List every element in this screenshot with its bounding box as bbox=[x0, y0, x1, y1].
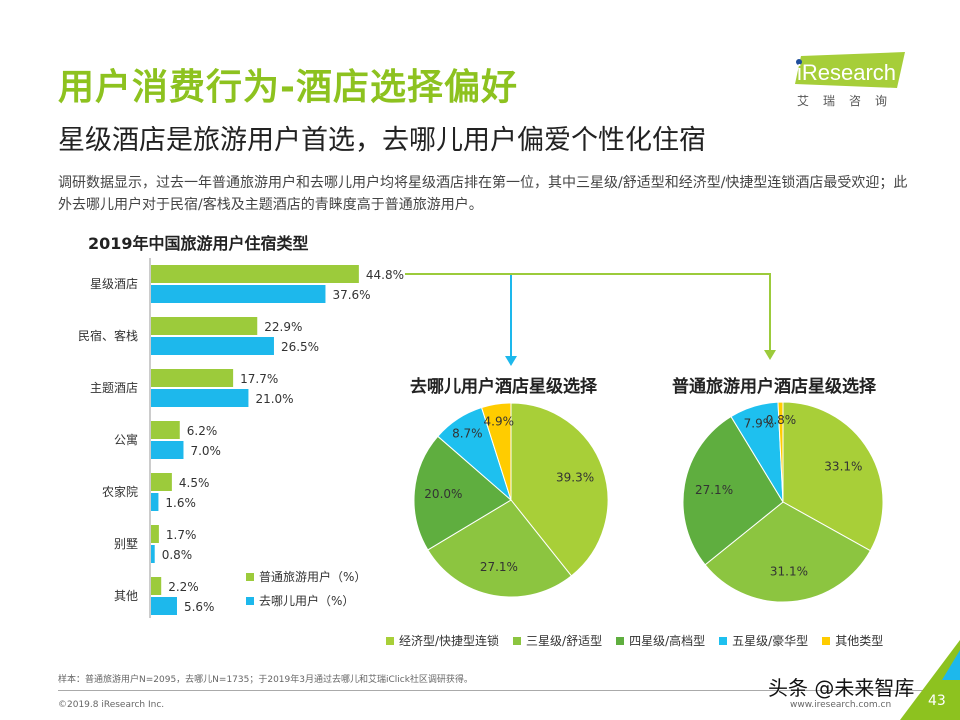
page-number: 43 bbox=[928, 693, 946, 709]
bar-value-label: 4.5% bbox=[179, 476, 210, 490]
legend-label: 五星级/豪华型 bbox=[732, 634, 809, 648]
legend-swatch bbox=[719, 636, 728, 645]
pie-slice bbox=[777, 401, 784, 503]
category-label: 其他 bbox=[114, 589, 138, 603]
legend-swatch bbox=[616, 636, 625, 645]
legend-label: 四星级/高档型 bbox=[629, 634, 706, 648]
bar bbox=[151, 493, 159, 511]
pie-slice bbox=[427, 499, 573, 598]
footnote: 样本：普通旅游用户N=2095，去哪儿N=1735；于2019年3月通过去哪儿和… bbox=[58, 675, 473, 685]
pie-value-label: 27.1% bbox=[480, 560, 518, 574]
bar-value-label: 17.7% bbox=[240, 372, 278, 386]
bar bbox=[151, 285, 326, 303]
pie-slice bbox=[682, 415, 784, 566]
pie-legend-item: 经济型/快捷型连锁 bbox=[386, 632, 499, 649]
bar-legend-item-0: 普通旅游用户（%） bbox=[246, 568, 366, 585]
legend-label: 去哪儿用户（%） bbox=[259, 594, 355, 608]
category-label: 民宿、客栈 bbox=[78, 328, 138, 343]
bar-legend-item-1: 去哪儿用户（%） bbox=[246, 592, 354, 609]
legend-label: 普通旅游用户（%） bbox=[259, 570, 367, 584]
pie1-title: 去哪儿用户酒店星级选择 bbox=[410, 377, 597, 397]
bar bbox=[151, 421, 180, 439]
logo-subtext: 艾瑞咨询 bbox=[797, 94, 902, 108]
pie-legend-item: 五星级/豪华型 bbox=[719, 632, 808, 649]
bar bbox=[151, 525, 159, 543]
legend-swatch bbox=[246, 596, 254, 605]
corner-decoration bbox=[900, 640, 960, 720]
pie-value-label: 31.1% bbox=[770, 565, 808, 579]
bar-value-label: 0.8% bbox=[162, 548, 193, 562]
bar-value-label: 1.7% bbox=[166, 528, 197, 542]
legend-swatch bbox=[386, 636, 394, 645]
legend-label: 三星级/舒适型 bbox=[526, 634, 603, 648]
bar-chart-title: 2019年中国旅游用户住宿类型 bbox=[88, 234, 309, 253]
bar-value-label: 7.0% bbox=[190, 444, 221, 458]
pie-slice bbox=[480, 402, 512, 501]
bar-value-label: 21.0% bbox=[255, 392, 293, 406]
category-label: 星级酒店 bbox=[90, 277, 138, 291]
bar-value-label: 6.2% bbox=[187, 424, 218, 438]
bar bbox=[151, 545, 155, 563]
pie-value-label: 7.9% bbox=[744, 417, 775, 431]
arrow-head bbox=[764, 350, 776, 360]
page-subtitle: 星级酒店是旅游用户首选，去哪儿用户偏爱个性化住宿 bbox=[58, 125, 706, 156]
bar-value-label: 5.6% bbox=[184, 600, 215, 614]
category-label: 公寓 bbox=[114, 432, 138, 447]
legend-label: 经济型/快捷型连锁 bbox=[399, 634, 500, 648]
bar-value-label: 37.6% bbox=[332, 288, 370, 302]
svg-text:iResearch: iResearch bbox=[797, 60, 896, 85]
legend-swatch bbox=[822, 636, 831, 645]
category-label: 主题酒店 bbox=[90, 381, 138, 395]
bar bbox=[151, 441, 184, 459]
category-label: 别墅 bbox=[114, 537, 138, 551]
bar-value-label: 1.6% bbox=[165, 496, 196, 510]
watermark: 头条 @未来智库 bbox=[768, 676, 915, 700]
bar bbox=[151, 369, 234, 387]
pie-legend: 经济型/快捷型连锁 三星级/舒适型 四星级/高档型 五星级/豪华型 其他类型 bbox=[386, 632, 883, 649]
footer-divider bbox=[58, 690, 928, 691]
legend-swatch bbox=[246, 572, 254, 581]
category-label: 农家院 bbox=[102, 484, 138, 499]
bar bbox=[151, 337, 274, 355]
pie-slice bbox=[782, 401, 884, 552]
pie-value-label: 27.1% bbox=[695, 483, 733, 497]
arrow-line bbox=[405, 273, 512, 358]
bar bbox=[151, 265, 359, 283]
bar bbox=[151, 317, 258, 335]
pie-value-label: 8.7% bbox=[452, 427, 483, 441]
copyright: ©2019.8 iResearch Inc. bbox=[58, 700, 165, 710]
pie-slice bbox=[704, 501, 872, 603]
pie-value-label: 39.3% bbox=[556, 471, 594, 485]
pie-legend-item: 三星级/舒适型 bbox=[513, 632, 602, 649]
legend-swatch bbox=[513, 636, 522, 645]
pie2-title: 普通旅游用户酒店星级选择 bbox=[672, 377, 876, 397]
pie-value-label: 20.0% bbox=[424, 487, 462, 501]
legend-label: 其他类型 bbox=[835, 634, 884, 648]
page-title: 用户消费行为-酒店选择偏好 bbox=[58, 67, 518, 108]
pie-legend-item: 其他类型 bbox=[822, 632, 883, 649]
bar bbox=[151, 473, 172, 491]
bar-value-label: 22.9% bbox=[264, 320, 302, 334]
arrow-line bbox=[405, 273, 771, 352]
bar bbox=[151, 389, 249, 407]
bar-value-label: 2.2% bbox=[168, 580, 199, 594]
pie-slice bbox=[510, 402, 609, 577]
bar-value-label: 44.8% bbox=[366, 268, 404, 282]
pie-slice bbox=[413, 435, 512, 551]
pie-value-label: 4.9% bbox=[484, 414, 515, 428]
description: 调研数据显示，过去一年普通旅游用户和去哪儿用户均将星级酒店排在第一位，其中三星级… bbox=[58, 175, 908, 213]
website: www.iresearch.com.cn bbox=[790, 700, 892, 710]
pie-value-label: 33.1% bbox=[824, 460, 862, 474]
bar bbox=[151, 577, 162, 595]
pie-value-label: 0.8% bbox=[766, 413, 797, 427]
pie-legend-item: 四星级/高档型 bbox=[616, 632, 705, 649]
bar-value-label: 26.5% bbox=[281, 340, 319, 354]
iresearch-logo: iResearch bbox=[795, 52, 905, 88]
arrow-head bbox=[505, 356, 517, 366]
bar bbox=[151, 597, 177, 615]
